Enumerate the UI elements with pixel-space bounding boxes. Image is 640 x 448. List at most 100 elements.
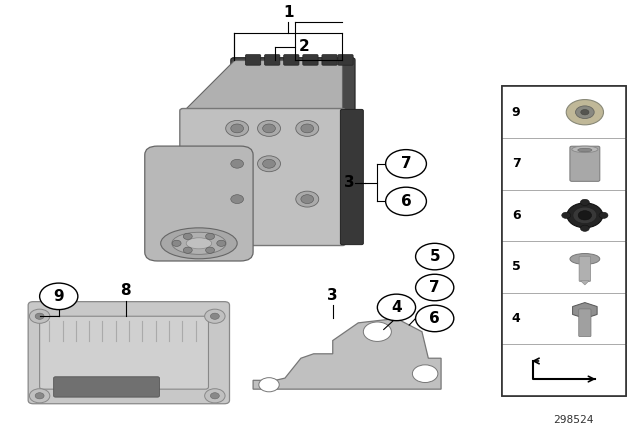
Circle shape	[35, 393, 44, 399]
Circle shape	[231, 195, 244, 203]
Circle shape	[217, 240, 226, 246]
Ellipse shape	[570, 254, 600, 264]
Text: 8: 8	[120, 283, 131, 298]
Circle shape	[226, 121, 248, 136]
FancyBboxPatch shape	[570, 146, 600, 181]
Circle shape	[226, 156, 248, 172]
FancyBboxPatch shape	[145, 146, 253, 261]
Circle shape	[183, 247, 192, 253]
Circle shape	[573, 207, 596, 224]
Ellipse shape	[161, 228, 237, 259]
Circle shape	[205, 233, 214, 240]
Text: 1: 1	[283, 4, 293, 20]
FancyBboxPatch shape	[40, 316, 209, 389]
FancyBboxPatch shape	[180, 108, 346, 246]
FancyBboxPatch shape	[303, 55, 318, 65]
Circle shape	[386, 187, 426, 215]
Circle shape	[599, 212, 608, 219]
Ellipse shape	[566, 99, 604, 125]
Circle shape	[296, 191, 319, 207]
Text: 9: 9	[53, 289, 64, 304]
Text: 7: 7	[429, 280, 440, 295]
Ellipse shape	[186, 238, 212, 249]
Circle shape	[257, 156, 280, 172]
Circle shape	[211, 393, 220, 399]
Circle shape	[29, 389, 50, 403]
FancyBboxPatch shape	[246, 55, 260, 65]
Text: 4: 4	[391, 300, 402, 315]
Circle shape	[415, 305, 454, 332]
Polygon shape	[183, 60, 342, 111]
FancyBboxPatch shape	[264, 55, 280, 65]
Text: 6: 6	[401, 194, 412, 209]
Circle shape	[364, 322, 392, 341]
Circle shape	[40, 283, 78, 310]
FancyBboxPatch shape	[340, 109, 364, 245]
Circle shape	[412, 365, 438, 383]
Text: 2: 2	[298, 39, 309, 54]
Circle shape	[578, 211, 591, 220]
Bar	[502, 293, 626, 344]
Circle shape	[415, 243, 454, 270]
Circle shape	[29, 309, 50, 323]
Polygon shape	[342, 111, 355, 243]
Circle shape	[226, 191, 248, 207]
Text: 5: 5	[512, 260, 520, 273]
FancyBboxPatch shape	[579, 309, 591, 336]
Text: 5: 5	[429, 249, 440, 264]
Ellipse shape	[578, 148, 592, 152]
Text: 3: 3	[328, 288, 338, 302]
Text: 7: 7	[401, 156, 412, 171]
Ellipse shape	[172, 232, 226, 254]
FancyBboxPatch shape	[579, 256, 591, 281]
Circle shape	[211, 313, 220, 319]
Circle shape	[172, 240, 181, 246]
Circle shape	[301, 195, 314, 203]
Text: 3: 3	[344, 175, 355, 190]
FancyBboxPatch shape	[231, 58, 355, 131]
Bar	[502, 138, 626, 190]
Text: 7: 7	[512, 157, 520, 170]
Text: 298524: 298524	[554, 415, 594, 425]
Bar	[502, 190, 626, 241]
Ellipse shape	[575, 106, 594, 119]
Circle shape	[262, 159, 275, 168]
Bar	[502, 86, 626, 396]
Circle shape	[386, 150, 426, 178]
Circle shape	[183, 233, 192, 240]
Circle shape	[205, 389, 225, 403]
Ellipse shape	[572, 146, 598, 153]
Circle shape	[205, 309, 225, 323]
Polygon shape	[580, 280, 589, 285]
Text: 6: 6	[429, 311, 440, 326]
Text: 4: 4	[512, 312, 520, 325]
FancyBboxPatch shape	[322, 55, 337, 65]
Polygon shape	[573, 302, 597, 319]
Polygon shape	[253, 319, 441, 389]
Circle shape	[262, 124, 275, 133]
FancyBboxPatch shape	[284, 55, 299, 65]
Circle shape	[580, 199, 589, 206]
FancyBboxPatch shape	[28, 302, 230, 404]
Circle shape	[35, 313, 44, 319]
Bar	[502, 344, 626, 396]
Circle shape	[205, 247, 214, 253]
FancyBboxPatch shape	[54, 377, 159, 397]
Circle shape	[378, 294, 415, 321]
Circle shape	[301, 124, 314, 133]
Circle shape	[567, 203, 603, 228]
Circle shape	[231, 159, 244, 168]
Circle shape	[580, 225, 589, 231]
Circle shape	[257, 121, 280, 136]
Bar	[502, 86, 626, 396]
Circle shape	[296, 121, 319, 136]
Circle shape	[259, 378, 279, 392]
Circle shape	[231, 124, 244, 133]
Bar	[502, 86, 626, 138]
Ellipse shape	[580, 109, 589, 115]
FancyBboxPatch shape	[338, 55, 353, 65]
Circle shape	[562, 212, 571, 219]
Bar	[502, 241, 626, 293]
Text: 9: 9	[512, 106, 520, 119]
Circle shape	[415, 274, 454, 301]
